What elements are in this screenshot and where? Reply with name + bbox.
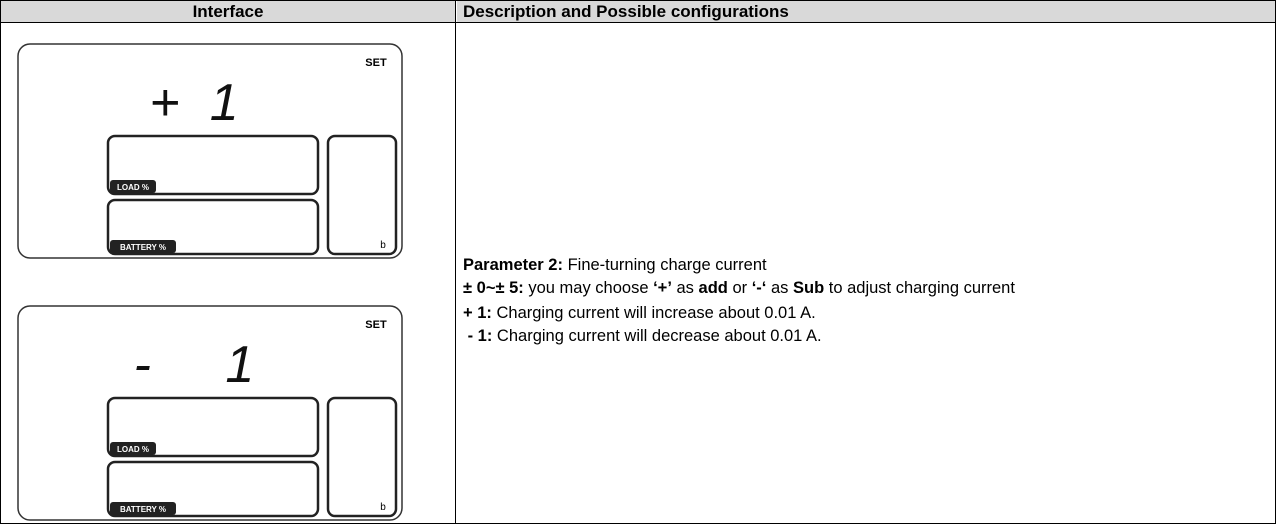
corner-mark: b	[380, 240, 386, 251]
bold-text: Parameter 2:	[463, 256, 563, 274]
set-indicator: SET	[365, 57, 387, 69]
bold-text: add	[698, 279, 728, 297]
border	[455, 0, 456, 524]
lcd-frame	[17, 305, 403, 521]
header-cell: Interface	[1, 1, 455, 22]
text: or	[727, 279, 752, 297]
load-box	[106, 396, 320, 458]
bold-text: Sub	[792, 279, 825, 297]
battery-tab	[110, 240, 176, 253]
load-box	[106, 134, 320, 196]
load-tab	[110, 442, 156, 455]
battery-box	[106, 460, 320, 518]
description-line: + 1: Charging current will increase abou…	[463, 303, 816, 323]
bold-text: ‘+’	[653, 279, 672, 297]
load-label: LOAD %	[117, 183, 149, 192]
side-box	[326, 134, 398, 256]
lcd-display: SET - 1 LOAD % BATTERY % b	[17, 305, 403, 521]
lcd-frame	[17, 43, 403, 259]
text: as	[766, 279, 793, 297]
battery-label: BATTERY %	[120, 505, 166, 514]
lcd-display: SET +1 LOAD % BATTERY % b	[17, 43, 403, 259]
border	[0, 22, 1276, 23]
text: Charging current will decrease about 0.0…	[492, 327, 822, 345]
text: Fine-turning charge current	[562, 256, 767, 274]
bold-text: ± 0~± 5:	[463, 279, 524, 297]
battery-tab	[110, 502, 176, 515]
battery-label: BATTERY %	[120, 243, 166, 252]
text: you may choose	[523, 279, 654, 297]
bold-text: ‘-‘	[751, 279, 767, 297]
description-line: ± 0~± 5: you may choose ‘+’ as add or ‘-…	[463, 278, 1015, 298]
side-box	[326, 396, 398, 518]
text: as	[671, 279, 699, 297]
text: to adjust charging current	[824, 279, 1015, 297]
battery-box	[106, 198, 320, 256]
corner-mark: b	[380, 502, 386, 513]
bold-text: - 1:	[463, 327, 493, 345]
load-tab	[110, 180, 156, 193]
load-label: LOAD %	[117, 445, 149, 454]
set-indicator: SET	[365, 319, 387, 331]
lcd-digits: +1	[149, 74, 268, 132]
bold-text: + 1:	[463, 304, 492, 322]
lcd-digits: - 1	[134, 336, 285, 394]
header-cell: Description and Possible configurations	[457, 1, 1275, 22]
description-line: - 1: Charging current will decrease abou…	[463, 326, 822, 346]
description-line: Parameter 2: Fine-turning charge current	[463, 255, 767, 275]
border	[0, 0, 1276, 1]
border	[0, 0, 1, 524]
text: Charging current will increase about 0.0…	[491, 304, 816, 322]
